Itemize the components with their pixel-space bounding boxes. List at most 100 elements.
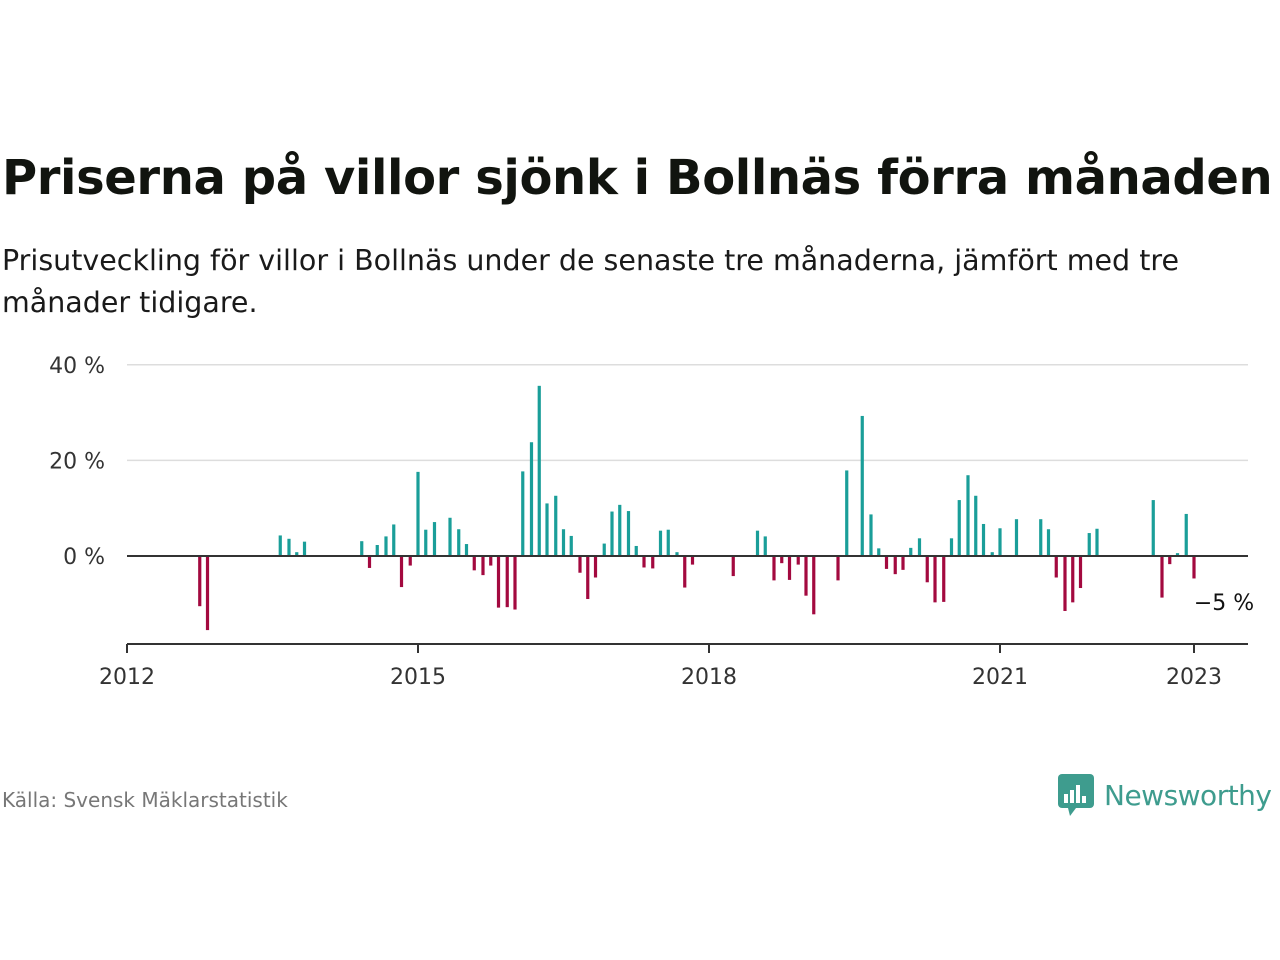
bar[interactable] bbox=[1168, 556, 1172, 565]
bar[interactable] bbox=[295, 552, 299, 556]
bar[interactable] bbox=[966, 475, 970, 556]
bar[interactable] bbox=[772, 556, 776, 581]
bar[interactable] bbox=[302, 541, 307, 556]
bar[interactable] bbox=[432, 522, 437, 556]
bar[interactable] bbox=[1046, 529, 1051, 556]
bar[interactable] bbox=[399, 556, 404, 588]
y-tick-label: 20 % bbox=[49, 449, 105, 474]
bar[interactable] bbox=[893, 556, 897, 575]
bar[interactable] bbox=[1014, 519, 1019, 556]
bar[interactable] bbox=[578, 556, 582, 573]
bar[interactable] bbox=[860, 415, 864, 556]
bar[interactable] bbox=[1078, 556, 1083, 589]
x-tick-label: 2023 bbox=[1166, 665, 1222, 690]
bar[interactable] bbox=[569, 535, 573, 556]
newsworthy-bars-icon bbox=[1058, 774, 1094, 816]
bar[interactable] bbox=[618, 504, 622, 556]
bar[interactable] bbox=[666, 529, 670, 556]
bar[interactable] bbox=[392, 524, 396, 556]
bar[interactable] bbox=[1063, 556, 1067, 611]
bar[interactable] bbox=[416, 471, 420, 556]
last-value-label: −5 % bbox=[1194, 591, 1254, 616]
bar[interactable] bbox=[602, 543, 606, 556]
bar[interactable] bbox=[593, 556, 598, 578]
chart-subtitle: Prisutveckling för villor i Bollnäs unde… bbox=[2, 244, 1180, 319]
bar[interactable] bbox=[496, 556, 501, 608]
bar[interactable] bbox=[731, 556, 735, 577]
bar[interactable] bbox=[877, 548, 881, 556]
bar[interactable] bbox=[901, 556, 905, 570]
bar[interactable] bbox=[949, 538, 954, 556]
bar[interactable] bbox=[472, 556, 476, 571]
bar[interactable] bbox=[545, 503, 549, 556]
bar[interactable] bbox=[974, 495, 978, 556]
bar[interactable] bbox=[998, 528, 1002, 556]
bar[interactable] bbox=[198, 556, 202, 607]
bar[interactable] bbox=[205, 556, 210, 631]
bar[interactable] bbox=[1192, 556, 1196, 579]
bar[interactable] bbox=[933, 556, 937, 603]
bar[interactable] bbox=[884, 556, 889, 569]
bar[interactable] bbox=[651, 556, 655, 569]
bar[interactable] bbox=[367, 556, 372, 568]
bar[interactable] bbox=[642, 556, 646, 568]
bar[interactable] bbox=[481, 556, 485, 576]
bar[interactable] bbox=[981, 523, 986, 556]
bar[interactable] bbox=[505, 556, 509, 608]
bar[interactable] bbox=[780, 556, 784, 564]
bar[interactable] bbox=[1054, 556, 1058, 578]
bar[interactable] bbox=[763, 536, 767, 556]
newsworthy-logo[interactable]: Newsworthy bbox=[1058, 772, 1272, 818]
bar[interactable] bbox=[375, 545, 379, 556]
bar[interactable] bbox=[521, 471, 525, 556]
bar[interactable] bbox=[836, 556, 840, 581]
bar[interactable] bbox=[1151, 500, 1155, 556]
bar[interactable] bbox=[384, 536, 388, 556]
bar[interactable] bbox=[537, 385, 541, 556]
bar[interactable] bbox=[755, 530, 760, 556]
bar[interactable] bbox=[869, 514, 873, 556]
bar[interactable] bbox=[489, 556, 493, 566]
bar[interactable] bbox=[804, 556, 808, 596]
bar[interactable] bbox=[278, 535, 282, 556]
bar[interactable] bbox=[917, 538, 922, 556]
bar[interactable] bbox=[845, 470, 849, 556]
bar[interactable] bbox=[529, 442, 534, 556]
bar[interactable] bbox=[554, 495, 558, 556]
bar[interactable] bbox=[1071, 556, 1075, 603]
y-tick-label: 0 % bbox=[63, 545, 105, 570]
bar[interactable] bbox=[942, 556, 946, 602]
bar[interactable] bbox=[287, 538, 291, 556]
bar[interactable] bbox=[634, 545, 638, 556]
bar[interactable] bbox=[424, 529, 428, 556]
bar[interactable] bbox=[1095, 528, 1099, 556]
bar[interactable] bbox=[683, 556, 687, 588]
source-note: Källa: Svensk Mäklarstatistik bbox=[2, 788, 288, 812]
bar[interactable] bbox=[675, 552, 679, 556]
bar[interactable] bbox=[1039, 519, 1043, 556]
bar[interactable] bbox=[448, 517, 452, 556]
bar[interactable] bbox=[610, 511, 614, 556]
bar[interactable] bbox=[658, 530, 663, 556]
bar[interactable] bbox=[464, 544, 469, 556]
bar[interactable] bbox=[690, 556, 695, 565]
bar[interactable] bbox=[1184, 513, 1188, 556]
x-tick-label: 2021 bbox=[972, 665, 1028, 690]
bar[interactable] bbox=[787, 556, 792, 580]
bar[interactable] bbox=[925, 556, 929, 583]
bar[interactable] bbox=[1175, 553, 1180, 556]
bar[interactable] bbox=[360, 541, 364, 556]
bar[interactable] bbox=[957, 500, 961, 556]
bar[interactable] bbox=[909, 547, 913, 556]
bar[interactable] bbox=[796, 556, 800, 565]
bar[interactable] bbox=[1087, 533, 1091, 556]
bar[interactable] bbox=[586, 556, 590, 600]
bar[interactable] bbox=[1160, 556, 1164, 598]
bar[interactable] bbox=[513, 556, 517, 610]
bar[interactable] bbox=[408, 556, 412, 566]
bar[interactable] bbox=[990, 552, 994, 556]
bar[interactable] bbox=[561, 529, 566, 556]
bar[interactable] bbox=[812, 556, 816, 615]
bar[interactable] bbox=[457, 529, 461, 556]
bar[interactable] bbox=[626, 511, 631, 556]
